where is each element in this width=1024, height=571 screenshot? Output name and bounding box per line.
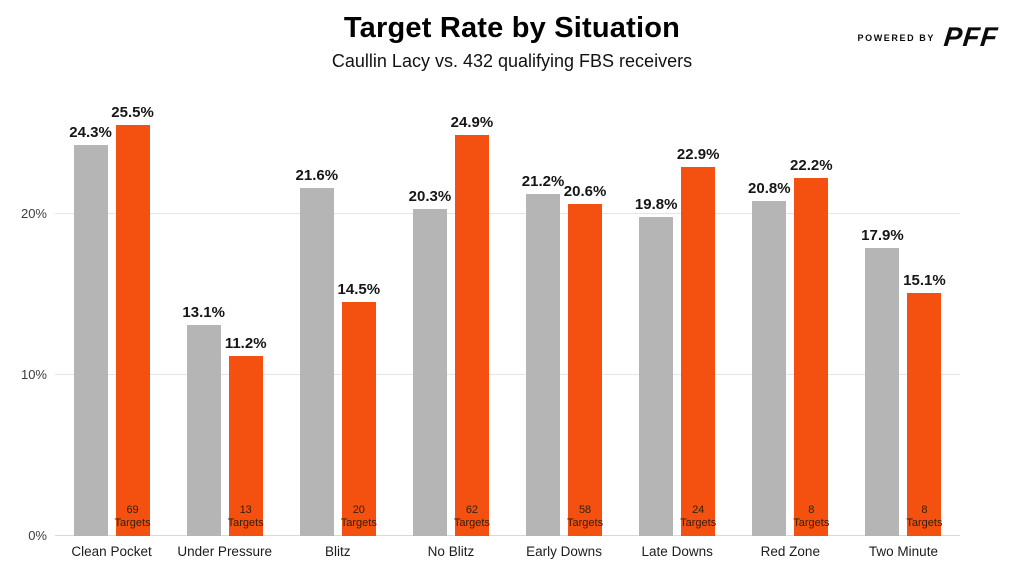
bar-value-label: 17.9% <box>861 226 904 244</box>
targets-word: Targets <box>793 517 830 530</box>
y-axis-tick-label: 0% <box>28 528 47 543</box>
x-axis-category-label: Early Downs <box>526 544 602 559</box>
targets-count-label: 69 Targets <box>112 504 154 532</box>
targets-count-label: 8 Targets <box>903 504 945 532</box>
bar-gray-late-downs: 19.8% <box>635 196 677 536</box>
bar-orange-two-minute: 15.1% 8 Targets <box>903 272 946 536</box>
targets-word: Targets <box>680 517 717 530</box>
bar-value-label: 20.8% <box>748 179 791 197</box>
bar-group-late-downs: 19.8% 22.9% 24 Targets Late Downs <box>621 101 734 559</box>
bar-gray-two-minute: 17.9% <box>861 227 904 536</box>
bar-orange-no-blitz: 24.9% 62 Targets <box>451 114 493 536</box>
bar-gray-under-pressure: 13.1% <box>182 304 225 536</box>
targets-count-label: 58 Targets <box>564 504 606 532</box>
targets-count-label: 8 Targets <box>790 504 832 532</box>
targets-count: 62 <box>465 503 479 516</box>
bar-group-under-pressure: 13.1% 11.2% 13 Targets Under Pressure <box>168 101 281 559</box>
bar-orange-late-downs: 22.9% 24 Targets <box>677 146 719 536</box>
bar-value-label: 24.9% <box>450 113 494 131</box>
targets-count: 13 <box>239 503 252 516</box>
bar-value-label: 25.5% <box>111 104 154 122</box>
bar-gray-red-zone: 20.8% <box>748 180 791 536</box>
y-axis-tick-label: 10% <box>20 366 47 382</box>
x-axis-category-label: Two Minute <box>868 544 938 559</box>
targets-count-label: 13 Targets <box>225 504 267 532</box>
bar-value-label: 13.1% <box>182 303 225 321</box>
targets-word: Targets <box>227 517 264 530</box>
pff-logo: POWERED BY PFF <box>857 22 1000 52</box>
bar-group-no-blitz: 20.3% 24.9% 62 Targets No Blitz <box>394 101 507 559</box>
x-axis-category-label: Under Pressure <box>177 544 272 559</box>
bar-gray-clean-pocket: 24.3% <box>69 124 112 536</box>
bar-orange-clean-pocket: 25.5% 69 Targets <box>111 104 154 536</box>
bar-gray-early-downs: 21.2% <box>522 173 564 536</box>
powered-by-label: POWERED BY <box>857 32 935 43</box>
targets-count-label: 62 Targets <box>451 504 493 532</box>
pff-wordmark: PFF <box>942 22 1000 52</box>
bar-gray-blitz: 21.6% <box>296 167 338 536</box>
bar-value-label: 15.1% <box>903 271 946 289</box>
bar-value-label: 19.8% <box>634 196 678 213</box>
targets-count: 69 <box>126 503 139 516</box>
targets-count: 8 <box>808 503 815 516</box>
targets-count: 8 <box>921 503 928 516</box>
y-axis-tick-label: 20% <box>20 205 47 221</box>
x-axis-category-label: Red Zone <box>760 544 820 559</box>
bar-orange-red-zone: 22.2% 8 Targets <box>790 157 833 536</box>
x-axis-category-label: No Blitz <box>427 544 475 559</box>
chart-title: Target Rate by Situation <box>343 12 681 44</box>
bar-group-red-zone: 20.8% 22.2% 8 Targets Red Zone <box>734 101 847 559</box>
bar-groups: 24.3% 25.5% 69 Targets Clean Pocket 13.1% 11.2… <box>55 101 960 559</box>
gridline-0- <box>55 535 960 536</box>
gridline-10- <box>55 373 960 375</box>
x-axis-category-label: Blitz <box>325 544 351 559</box>
bar-group-clean-pocket: 24.3% 25.5% 69 Targets Clean Pocket <box>55 101 168 559</box>
targets-count: 24 <box>692 503 705 516</box>
targets-word: Targets <box>340 517 377 530</box>
targets-word: Targets <box>453 517 490 530</box>
bar-value-label: 22.9% <box>676 146 720 164</box>
bar-group-early-downs: 21.2% 20.6% 58 Targets Early Downs <box>508 101 621 559</box>
bar-value-label: 21.2% <box>521 173 565 191</box>
bar-value-label: 14.5% <box>337 281 381 299</box>
bar-orange-early-downs: 20.6% 58 Targets <box>564 183 606 536</box>
gridline-20- <box>55 212 960 214</box>
bar-group-two-minute: 17.9% 15.1% 8 Targets Two Minute <box>847 101 960 559</box>
bar-orange-blitz: 14.5% 20 Targets <box>338 281 380 536</box>
bar-orange-under-pressure: 11.2% 13 Targets <box>225 335 267 536</box>
x-axis-category-label: Late Downs <box>641 544 713 559</box>
bar-value-label: 22.2% <box>790 157 833 175</box>
targets-count-label: 20 Targets <box>338 504 380 532</box>
targets-word: Targets <box>906 517 943 530</box>
bar-gray-no-blitz: 20.3% <box>409 188 451 536</box>
x-axis-category-label: Clean Pocket <box>71 544 152 559</box>
targets-word: Targets <box>114 517 151 530</box>
bar-group-blitz: 21.6% 14.5% 20 Targets Blitz <box>281 101 394 559</box>
targets-count: 20 <box>352 503 365 516</box>
targets-count: 58 <box>578 503 592 516</box>
bar-value-label: 20.3% <box>408 187 452 205</box>
plot-area: 24.3% 25.5% 69 Targets Clean Pocket 13.1% 11.2… <box>21 101 960 559</box>
bar-value-label: 24.3% <box>69 123 112 141</box>
chart-subtitle: Caullin Lacy vs. 432 qualifying FBS rece… <box>331 51 693 71</box>
targets-count-label: 24 Targets <box>677 504 719 532</box>
bar-value-label: 21.6% <box>295 167 339 184</box>
bar-value-label: 20.6% <box>563 183 607 201</box>
bar-value-label: 11.2% <box>224 334 267 352</box>
targets-word: Targets <box>567 517 604 530</box>
